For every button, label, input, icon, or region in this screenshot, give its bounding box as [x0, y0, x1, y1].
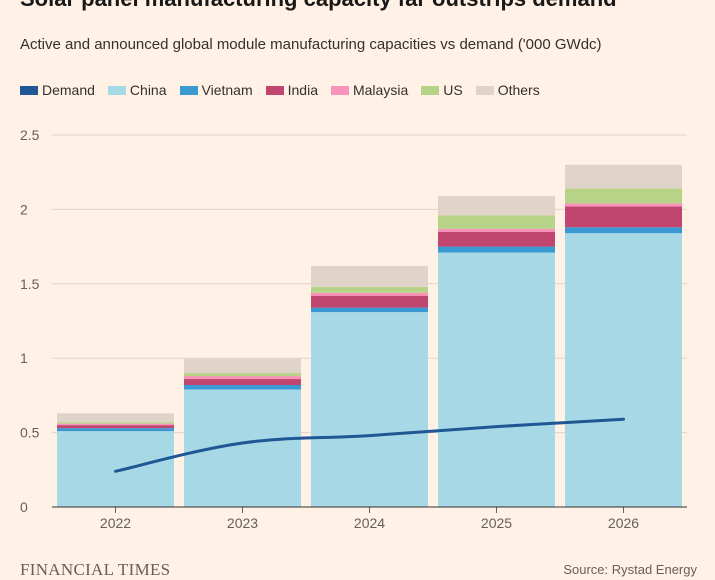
legend-label-others: Others: [497, 82, 540, 98]
legend-swatch-vietnam: [179, 85, 198, 95]
legend-swatch-india: [265, 85, 284, 95]
x-tick-label: 2023: [227, 515, 258, 531]
bar-china-2023: [184, 389, 301, 507]
axis-ticks: 0 0.5 1 1.5 2 2.5 2022 2023 2024 2025 2026: [20, 127, 687, 531]
bar-china-2024: [311, 312, 428, 507]
chart-subtitle: Active and announced global module manuf…: [20, 36, 602, 53]
bar-vietnam-2023: [184, 384, 301, 390]
y-tick-label: 0.5: [20, 425, 40, 441]
legend-swatch-others: [475, 85, 494, 95]
chart-title: Solar panel manufacturing capacity far o…: [20, 0, 617, 12]
demand-line-group: [114, 417, 625, 473]
bar-china-2022: [57, 431, 174, 507]
y-tick-label: 0: [20, 499, 28, 515]
bars: [57, 164, 682, 507]
bar-india-2023: [184, 379, 301, 385]
bar-malaysia-2024: [311, 292, 428, 296]
legend-item-malaysia: Malaysia: [330, 82, 409, 98]
bar-malaysia-2022: [57, 423, 174, 426]
legend-label-us: US: [443, 82, 463, 98]
legend-label-vietnam: Vietnam: [201, 82, 253, 98]
legend-label-china: China: [129, 82, 167, 98]
legend-item-india: India: [265, 82, 318, 98]
bar-india-2022: [57, 425, 174, 429]
legend-swatch-malaysia: [330, 85, 349, 95]
legend-swatch-us: [421, 85, 440, 95]
bar-others-2023: [184, 358, 301, 374]
x-tick-label: 2024: [354, 515, 385, 531]
x-tick-label: 2026: [608, 515, 639, 531]
y-tick-label: 1.5: [20, 276, 40, 292]
legend-item-us: US: [421, 82, 463, 98]
bar-china-2026: [565, 233, 682, 507]
bar-vietnam-2025: [438, 246, 555, 253]
bar-others-2024: [311, 265, 428, 287]
bar-india-2024: [311, 295, 428, 308]
legend: Demand China Vietnam India Malaysia US O…: [20, 82, 540, 98]
bar-india-2025: [438, 231, 555, 247]
bar-us-2022: [57, 422, 174, 424]
bar-us-2025: [438, 215, 555, 229]
legend-item-demand: Demand: [20, 82, 95, 98]
bar-others-2025: [438, 196, 555, 216]
bar-us-2026: [565, 188, 682, 204]
x-tick-label: 2025: [481, 515, 512, 531]
y-tick-label: 1: [20, 350, 28, 366]
legend-label-demand: Demand: [42, 82, 95, 98]
footer-source: Source: Rystad Energy: [563, 562, 697, 577]
bar-china-2025: [438, 252, 555, 507]
bar-malaysia-2025: [438, 228, 555, 232]
bar-vietnam-2024: [311, 307, 428, 313]
bar-malaysia-2023: [184, 376, 301, 380]
legend-label-india: India: [287, 82, 318, 98]
bar-vietnam-2026: [565, 227, 682, 234]
bar-others-2022: [57, 413, 174, 423]
bar-india-2026: [565, 206, 682, 228]
legend-label-malaysia: Malaysia: [352, 82, 409, 98]
footer-brand: FINANCIAL TIMES: [20, 560, 171, 579]
bar-vietnam-2022: [57, 428, 174, 432]
legend-swatch-demand: [20, 85, 38, 95]
y-tick-label: 2.5: [20, 127, 40, 143]
legend-item-china: China: [107, 82, 167, 98]
bar-us-2023: [184, 373, 301, 377]
bar-malaysia-2026: [565, 203, 682, 207]
legend-item-others: Others: [475, 82, 540, 98]
bar-us-2024: [311, 286, 428, 293]
y-tick-label: 2: [20, 201, 28, 217]
legend-item-vietnam: Vietnam: [179, 82, 253, 98]
legend-swatch-china: [107, 85, 126, 95]
x-tick-label: 2022: [100, 515, 131, 531]
demand-line: [114, 417, 625, 473]
bar-others-2026: [565, 164, 682, 189]
